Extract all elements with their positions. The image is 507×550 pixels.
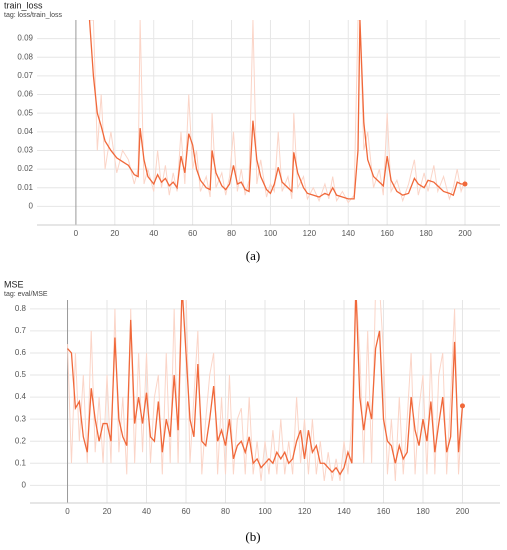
series-line xyxy=(67,300,463,482)
x-tick-label: 20 xyxy=(110,229,119,238)
y-tick-label: 0.5 xyxy=(15,370,27,379)
y-tick-label: 0.04 xyxy=(17,127,33,136)
y-tick-label: 0.05 xyxy=(17,108,33,117)
series-line xyxy=(88,20,465,200)
series-line xyxy=(67,300,464,476)
caption: (a) xyxy=(246,248,260,263)
y-tick-label: 0.8 xyxy=(15,304,27,313)
y-tick-label: 0.07 xyxy=(17,71,33,80)
chart-title: MSE xyxy=(4,279,24,289)
end-point xyxy=(462,181,468,187)
x-tick-label: 100 xyxy=(258,507,272,516)
chart-subtitle: tag: eval/MSE xyxy=(4,291,48,298)
y-tick-label: 0 xyxy=(29,201,34,210)
chart-title: train_loss xyxy=(4,0,43,10)
x-tick-label: 120 xyxy=(303,229,317,238)
y-tick-label: 0.06 xyxy=(17,90,33,99)
x-tick-label: 40 xyxy=(142,507,151,516)
end-point xyxy=(459,403,465,409)
y-tick-label: 0 xyxy=(22,480,27,489)
y-tick-label: 0.4 xyxy=(15,392,27,401)
x-tick-label: 200 xyxy=(456,507,470,516)
y-tick-label: 0.6 xyxy=(15,348,27,357)
series-line xyxy=(89,20,466,204)
caption: (b) xyxy=(245,529,260,544)
x-tick-label: 160 xyxy=(377,507,391,516)
x-tick-label: 80 xyxy=(227,229,236,238)
y-tick-label: 0.1 xyxy=(15,458,27,467)
x-tick-label: 20 xyxy=(103,507,112,516)
y-tick-label: 0.01 xyxy=(17,183,33,192)
x-tick-label: 60 xyxy=(182,507,191,516)
y-tick-label: 0.03 xyxy=(17,146,33,155)
x-tick-label: 80 xyxy=(221,507,230,516)
x-tick-label: 160 xyxy=(380,229,394,238)
chart-subtitle: tag: loss/train_loss xyxy=(4,12,62,19)
x-tick-label: 40 xyxy=(149,229,158,238)
y-tick-label: 0.2 xyxy=(15,436,27,445)
y-tick-label: 0.08 xyxy=(17,52,33,61)
x-tick-label: 180 xyxy=(419,229,433,238)
x-tick-label: 180 xyxy=(416,507,430,516)
x-tick-label: 140 xyxy=(337,507,351,516)
x-tick-label: 100 xyxy=(264,229,278,238)
x-tick-label: 0 xyxy=(74,229,79,238)
x-tick-label: 140 xyxy=(342,229,356,238)
y-tick-label: 0.7 xyxy=(15,326,27,335)
y-tick-label: 0.09 xyxy=(17,34,33,43)
y-tick-label: 0.02 xyxy=(17,164,33,173)
y-tick-label: 0.3 xyxy=(15,414,27,423)
x-tick-label: 120 xyxy=(298,507,312,516)
x-tick-label: 60 xyxy=(188,229,197,238)
x-tick-label: 200 xyxy=(458,229,472,238)
x-tick-label: 0 xyxy=(65,507,70,516)
